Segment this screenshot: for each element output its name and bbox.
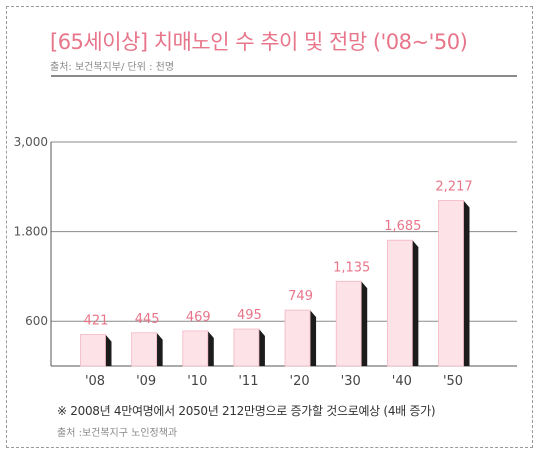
data-label: 1,685	[384, 219, 421, 234]
y-tick-label: 600	[25, 314, 48, 328]
y-tick-label: 3,000	[14, 135, 48, 149]
bar-shadow	[207, 330, 214, 366]
x-tick-label: '10	[187, 374, 207, 389]
x-tick-label: '09	[136, 374, 156, 389]
x-tick-label: '20	[290, 374, 310, 389]
bar-shadow	[412, 240, 419, 366]
data-label: 495	[237, 308, 262, 323]
x-tick-label: '30	[341, 374, 361, 389]
y-tick-label: 1.800	[14, 225, 48, 239]
chart-frame	[6, 6, 533, 448]
bar	[233, 328, 260, 367]
data-label: 1,135	[333, 260, 370, 275]
bar	[335, 280, 362, 367]
bar	[438, 200, 464, 367]
x-tick-label: '11	[238, 374, 258, 389]
data-label: 2,217	[435, 179, 472, 194]
x-tick-label: '50	[443, 374, 463, 389]
bar	[80, 334, 106, 367]
footnote: ※ 2008년 4만여명에서 2050년 212만명으로 증가할 것으로예상 (…	[57, 404, 436, 418]
x-tick-label: '08	[85, 374, 105, 389]
bar-shadow	[361, 281, 368, 366]
bar-shadow	[463, 200, 470, 366]
chart-subtitle: 출처: 보건복지부/ 단위 : 천명	[50, 62, 175, 73]
bar-shadow	[258, 329, 265, 366]
bar-shadow	[310, 310, 317, 366]
x-tick-label: '40	[392, 374, 412, 389]
bar-shadow	[156, 332, 163, 366]
data-label: 469	[186, 310, 211, 325]
data-label: 421	[84, 314, 109, 329]
source-note: 출처 :보건복지구 노인정책과	[57, 428, 178, 439]
data-label: 445	[135, 312, 160, 327]
data-label: 749	[288, 289, 313, 304]
bar	[182, 330, 209, 367]
bar	[386, 239, 413, 367]
bar	[284, 309, 311, 367]
chart-title: [65세이상] 치매노인 수 추이 및 전망 ('08~'50)	[50, 30, 468, 54]
title-divider	[51, 75, 517, 77]
bar	[131, 332, 158, 367]
bar-shadow	[105, 334, 112, 366]
